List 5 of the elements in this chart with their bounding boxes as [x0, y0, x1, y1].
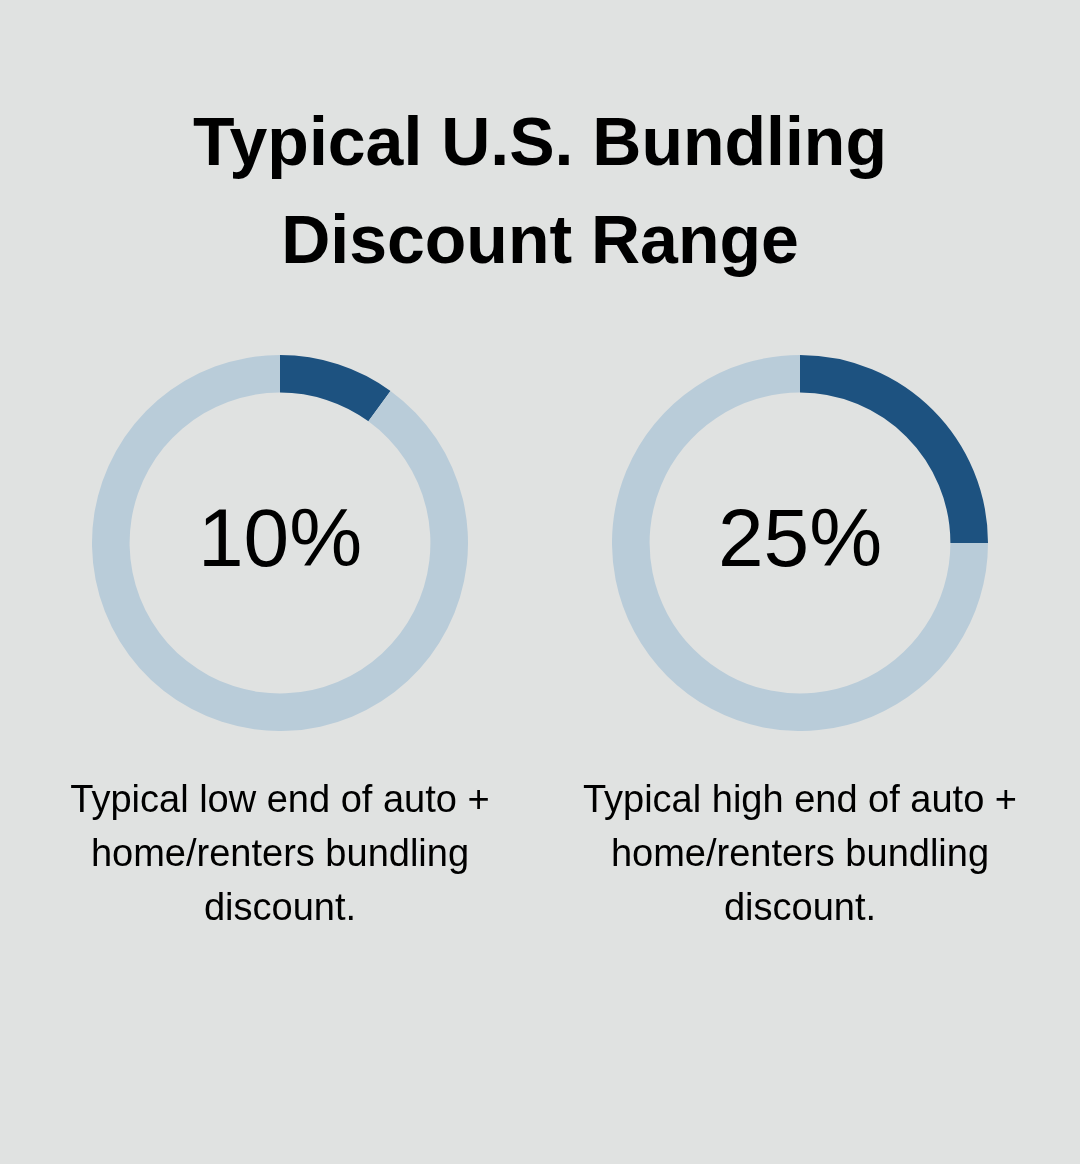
- chart-title: Typical U.S. Bundling Discount Range: [192, 102, 888, 279]
- data-label: 10%: [197, 491, 363, 583]
- data-label: 25%: [717, 491, 883, 583]
- text: Typical low end of auto + home/renters bundling discount.: [69, 777, 491, 930]
- text: Typical high end of auto + home/renters bundling discount.: [581, 777, 1019, 930]
